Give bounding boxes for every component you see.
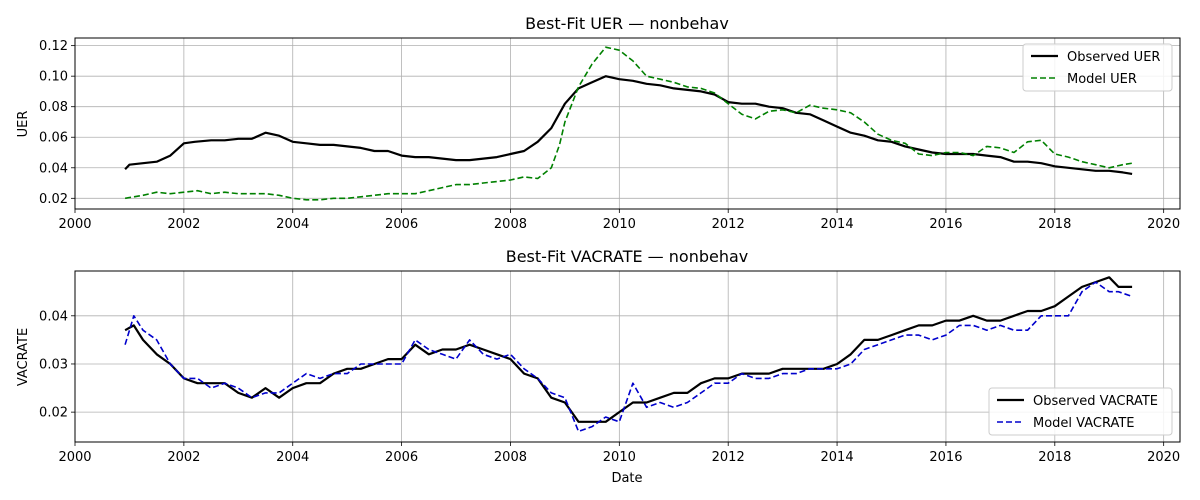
vacrate-x-tick-label: 2010 <box>603 450 636 465</box>
uer-legend-box <box>1022 43 1173 92</box>
uer-y-tick-label: 0.06 <box>39 131 68 146</box>
vacrate-x-tick-label: 2006 <box>385 450 418 465</box>
uer-x-tick-label: 2020 <box>1147 217 1180 232</box>
uer-x-tick-label: 2016 <box>929 217 962 232</box>
uer-x-tick-label: 2004 <box>276 217 309 232</box>
vacrate-legend: Observed VACRATE Model VACRATE <box>988 387 1173 436</box>
uer-x-tick-label: 2002 <box>167 217 200 232</box>
vacrate-legend-box <box>988 387 1173 436</box>
vacrate-panel: Best-Fit VACRATE — nonbehav VACRATE Date… <box>16 247 1181 486</box>
vacrate-x-tick-label: 2000 <box>58 450 91 465</box>
vacrate-chart-title: Best-Fit VACRATE — nonbehav <box>506 247 749 266</box>
uer-x-tick-label: 2012 <box>712 217 745 232</box>
uer-x-tick-label: 2006 <box>385 217 418 232</box>
vacrate-x-tick-label: 2012 <box>712 450 745 465</box>
vacrate-x-tick-label: 2008 <box>494 450 527 465</box>
vacrate-y-axis-label: VACRATE <box>16 328 31 386</box>
vacrate-y-tick-label: 0.03 <box>39 357 68 372</box>
uer-x-tick-label: 2014 <box>821 217 854 232</box>
uer-y-tick-label: 0.04 <box>39 161 68 176</box>
vacrate-x-tick-label: 2016 <box>929 450 962 465</box>
uer-plot-frame <box>74 37 1181 210</box>
vacrate-y-ticks: 0.02 0.03 0.04 <box>39 309 75 421</box>
uer-y-tick-label: 0.08 <box>39 100 68 115</box>
uer-legend: Observed UER Model UER <box>1022 43 1173 92</box>
vacrate-plot-frame <box>74 270 1181 443</box>
uer-x-ticks: 2000 2002 2004 2006 2008 2010 2012 2014 2016 2018… <box>58 209 1180 232</box>
vacrate-model-line <box>124 281 1133 433</box>
uer-model-line <box>124 46 1133 201</box>
legend-observed-vacrate-label: Observed VACRATE <box>1033 394 1158 409</box>
uer-y-ticks: 0.02 0.04 0.06 0.08 0.10 0.12 <box>39 39 75 207</box>
uer-x-tick-label: 2010 <box>603 217 636 232</box>
vacrate-series <box>124 276 1133 433</box>
uer-panel: Best-Fit UER — nonbehav UER 2000 2002 2004… <box>16 14 1181 232</box>
uer-y-tick-label: 0.02 <box>39 192 68 207</box>
vacrate-y-tick-label: 0.02 <box>39 406 68 421</box>
legend-observed-uer-label: Observed UER <box>1067 50 1160 65</box>
vacrate-x-axis-label: Date <box>611 471 642 486</box>
uer-y-axis-label: UER <box>16 111 31 138</box>
uer-y-tick-label: 0.12 <box>39 39 68 54</box>
legend-model-vacrate-label: Model VACRATE <box>1033 416 1135 431</box>
vacrate-observed-line <box>124 276 1133 423</box>
uer-x-tick-label: 2008 <box>494 217 527 232</box>
vacrate-x-tick-label: 2004 <box>276 450 309 465</box>
vacrate-grid <box>74 271 1180 442</box>
vacrate-x-tick-label: 2002 <box>167 450 200 465</box>
uer-series <box>124 46 1133 201</box>
uer-x-tick-label: 2018 <box>1038 217 1071 232</box>
vacrate-x-tick-label: 2020 <box>1147 450 1180 465</box>
vacrate-y-tick-label: 0.04 <box>39 309 68 324</box>
uer-y-tick-label: 0.10 <box>39 70 68 85</box>
vacrate-x-tick-label: 2018 <box>1038 450 1071 465</box>
uer-chart-title: Best-Fit UER — nonbehav <box>525 14 729 33</box>
vacrate-x-tick-label: 2014 <box>821 450 854 465</box>
vacrate-x-ticks: 2000 2002 2004 2006 2008 2010 2012 2014 2016 2018… <box>58 442 1180 465</box>
uer-x-tick-label: 2000 <box>58 217 91 232</box>
legend-model-uer-label: Model UER <box>1067 72 1137 87</box>
